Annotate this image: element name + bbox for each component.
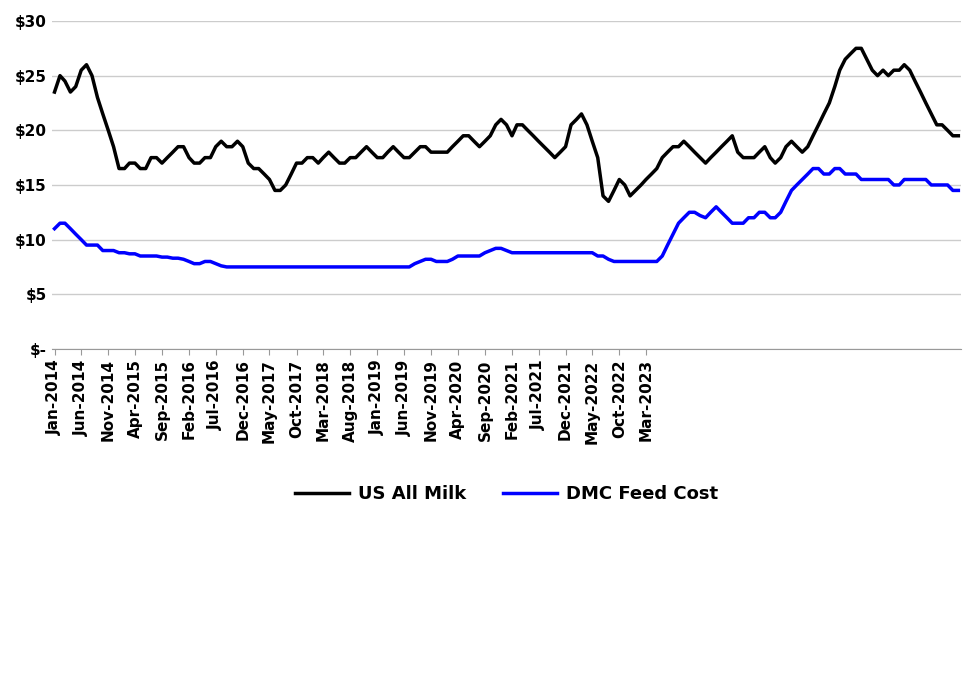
Line: DMC Feed Cost: DMC Feed Cost — [55, 169, 958, 267]
Line: US All Milk: US All Milk — [55, 48, 958, 201]
Legend: US All Milk, DMC Feed Cost: US All Milk, DMC Feed Cost — [288, 478, 725, 510]
